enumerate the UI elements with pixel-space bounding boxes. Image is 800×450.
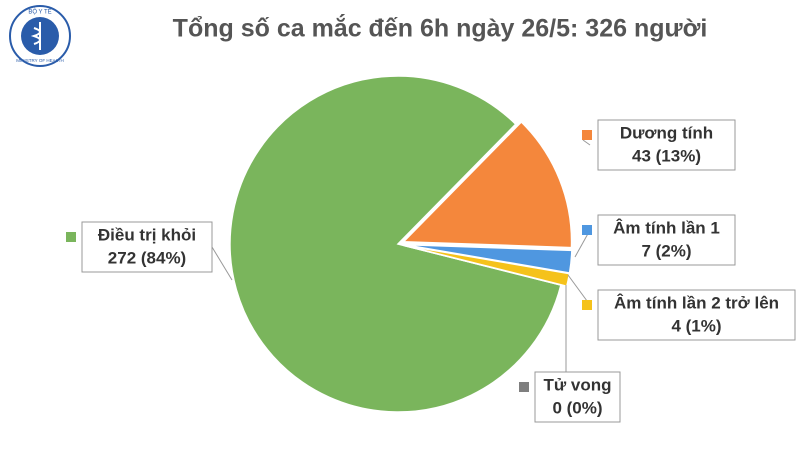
pie-slice: [229, 75, 562, 413]
value-label: 0 (0%): [552, 398, 602, 417]
logo-symbol: [30, 22, 41, 50]
label-box: [597, 289, 796, 341]
legend-swatch: [66, 232, 76, 242]
category-label: Điều trị khỏi: [98, 225, 196, 244]
label-box: [597, 119, 736, 171]
value-label: 272 (84%): [108, 248, 186, 267]
chart-title: Tổng số ca mắc đến 6h ngày 26/5: 326 ngư…: [173, 13, 708, 43]
leader-line: [211, 246, 233, 281]
legend-swatch: [582, 130, 592, 140]
legend-swatch: [582, 225, 592, 235]
category-label: Tử vong: [543, 375, 611, 394]
label-box: [81, 221, 213, 273]
value-label: 43 (13%): [632, 146, 701, 165]
leader-line: [582, 139, 591, 146]
legend-swatch: [519, 382, 529, 392]
logo: BỘ Y TẾ MINISTRY OF HEALTH: [9, 5, 71, 67]
label-box: [534, 371, 621, 423]
logo-top-text: BỘ Y TẾ: [28, 9, 51, 16]
category-label: Dương tính: [620, 123, 713, 142]
category-label: Âm tính lần 2 trở lên: [614, 293, 779, 312]
legend-swatch: [582, 300, 592, 310]
logo-bottom-text: MINISTRY OF HEALTH: [16, 58, 64, 63]
pie-slice: [403, 243, 573, 274]
pie-slice: [401, 120, 573, 249]
value-label: 4 (1%): [671, 316, 721, 335]
value-label: 7 (2%): [641, 241, 691, 260]
label-box: [597, 214, 736, 266]
category-label: Âm tính lần 1: [613, 218, 720, 237]
